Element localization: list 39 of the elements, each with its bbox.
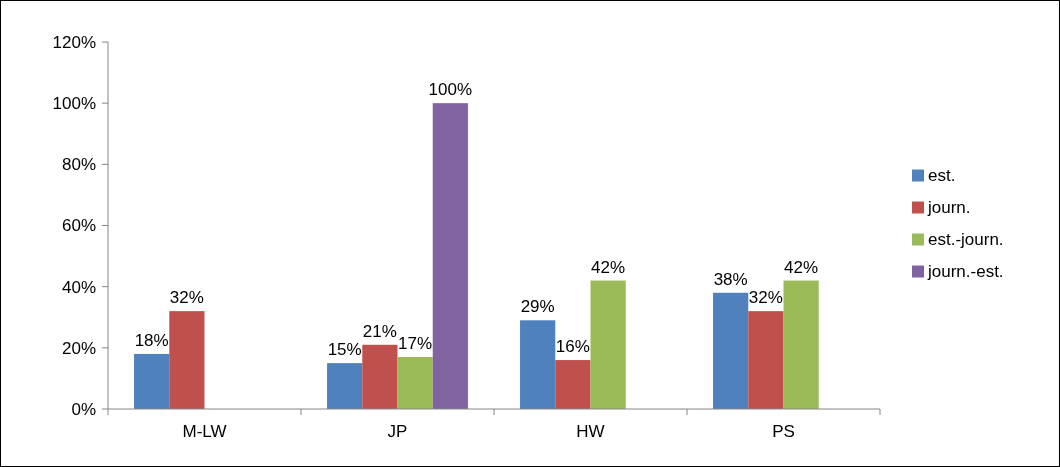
y-tick-label: 60% bbox=[61, 216, 96, 236]
bar bbox=[397, 357, 433, 409]
data-label: 29% bbox=[520, 297, 555, 317]
legend-label: journ. bbox=[927, 198, 971, 218]
data-label: 32% bbox=[169, 288, 204, 308]
legend-label: journ.-est. bbox=[927, 262, 1004, 282]
bar bbox=[713, 292, 749, 409]
bar bbox=[134, 353, 170, 409]
bar bbox=[169, 311, 205, 409]
data-label: 15% bbox=[327, 340, 362, 360]
y-tick-label: 20% bbox=[61, 338, 96, 358]
data-label: 100% bbox=[428, 80, 473, 100]
x-tick-label: PS bbox=[772, 422, 795, 441]
y-tick-label: 0% bbox=[71, 399, 96, 419]
bar bbox=[327, 363, 363, 409]
y-tick-label: 80% bbox=[61, 155, 96, 175]
y-tick-label: 100% bbox=[52, 94, 96, 114]
x-tick-label: JP bbox=[387, 422, 408, 441]
y-tick-label: 120% bbox=[52, 32, 96, 52]
data-label: 38% bbox=[713, 269, 748, 289]
x-tick-label: HW bbox=[576, 422, 605, 441]
data-label: 21% bbox=[362, 321, 397, 341]
bar bbox=[783, 280, 819, 409]
y-tick-label: 40% bbox=[61, 277, 96, 297]
data-label: 32% bbox=[748, 288, 783, 308]
data-label: 17% bbox=[398, 334, 433, 354]
legend-label: est.-journ. bbox=[928, 230, 1004, 250]
data-label: 18% bbox=[134, 330, 169, 350]
data-label: 42% bbox=[784, 257, 819, 277]
bar bbox=[590, 280, 626, 409]
bar bbox=[555, 360, 591, 409]
data-label: 16% bbox=[555, 337, 590, 357]
data-label: 42% bbox=[591, 257, 626, 277]
legend-label: est. bbox=[928, 166, 956, 186]
bar bbox=[520, 320, 556, 409]
bar bbox=[362, 344, 398, 409]
bar bbox=[432, 103, 468, 409]
bar bbox=[748, 311, 784, 409]
x-tick-label: M-LW bbox=[182, 422, 227, 441]
